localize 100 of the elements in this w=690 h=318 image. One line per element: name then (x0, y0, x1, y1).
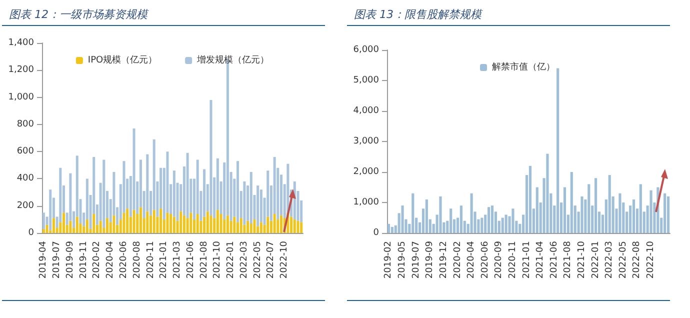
bar (460, 206, 462, 233)
x-tick-label: 2019-05 (398, 241, 408, 279)
x-tick-label: 2019-09 (65, 240, 76, 279)
bar (210, 215, 212, 233)
x-tick-label: 2021-10 (212, 240, 223, 279)
bar (233, 216, 236, 233)
y-tick-label: 200 (16, 200, 34, 211)
x-tick-label: 2019-07 (52, 241, 62, 279)
y-tick-label: 0 (373, 228, 380, 238)
x-tick-label: 2020-11 (146, 241, 156, 279)
bar (180, 211, 182, 233)
bar (46, 224, 48, 233)
y-tick-label: 4,000 (353, 106, 380, 116)
x-tick-label: 2021-01 (522, 241, 532, 279)
x-tick-label: 2020-04 (106, 240, 116, 279)
bar (618, 193, 622, 233)
bar (182, 215, 186, 233)
x-tick-label: 2020-06 (118, 240, 129, 279)
x-tick-label: 2021-10 (576, 240, 587, 279)
x-tick-label: 2021-06 (186, 240, 196, 279)
x-tick-label: 2021-01 (159, 241, 170, 279)
y-tick-label: 1,000 (8, 92, 34, 102)
bar (260, 190, 262, 222)
bar (401, 206, 404, 233)
x-tick-label: 2020-04 (466, 240, 477, 279)
bar (172, 170, 176, 217)
bar (42, 212, 45, 229)
x-tick-label: 2022-01 (226, 241, 236, 279)
x-tick-label: 2022-01 (590, 241, 601, 279)
bar (280, 215, 283, 233)
bar (556, 68, 560, 233)
y-tick-label: 3,000 (353, 136, 380, 146)
bar (42, 228, 45, 233)
x-tick-label: 2021-04 (536, 240, 546, 279)
bar (639, 184, 642, 233)
y-tick-label: 6,000 (353, 45, 380, 55)
bar (160, 208, 162, 233)
bar (172, 216, 176, 233)
y-tick-label: 5,000 (353, 76, 380, 86)
x-tick-label: 2022-03 (239, 241, 250, 279)
bar (296, 220, 300, 233)
x-tick-label: 2020-09 (494, 240, 504, 279)
bar (152, 210, 156, 233)
bar (300, 222, 303, 233)
x-tick-label: 2022-08 (632, 240, 642, 279)
bar (196, 214, 199, 233)
bar (216, 210, 219, 233)
bar (236, 161, 240, 222)
bar (76, 216, 78, 233)
legend-label: IPO规模（亿元） (88, 54, 158, 66)
bar (608, 175, 611, 233)
x-tick-label: 2021-08 (563, 240, 574, 279)
x-tick-label: 2022-05 (618, 241, 628, 279)
bar (512, 208, 514, 233)
x-tick-label: 2022-10 (646, 240, 656, 279)
bar (132, 210, 136, 233)
bar (425, 199, 428, 233)
bar (186, 152, 189, 218)
chart-title: 图表 13：限售股解禁规模 (354, 8, 484, 21)
bar (390, 226, 394, 233)
x-tick-label: 2020-11 (508, 241, 518, 279)
bar (260, 222, 262, 233)
bar (293, 219, 296, 233)
bar (62, 212, 66, 233)
bar (106, 218, 109, 233)
bar (220, 214, 222, 233)
bar (69, 220, 72, 233)
legend-label: 解禁市值（亿） (492, 62, 555, 72)
bar (387, 224, 390, 233)
bar (112, 215, 116, 233)
x-tick-label: 2020-02 (92, 241, 102, 279)
bar (501, 218, 504, 233)
bar (594, 178, 598, 233)
bar (664, 193, 666, 233)
x-tick-label: 2019-02 (384, 241, 394, 279)
legend-label: 增发规模（亿元） (196, 54, 270, 66)
bar (563, 187, 566, 233)
bar (122, 212, 126, 233)
chart-title: 图表 12：一级市场募资规模 (9, 8, 150, 21)
x-tick-label: 2019-09 (425, 240, 436, 279)
bar (570, 172, 573, 233)
bar (99, 220, 102, 233)
y-tick-label: 1,200 (8, 65, 34, 76)
bar (666, 196, 670, 233)
bar (210, 100, 212, 216)
y-tick-label: 400 (16, 174, 34, 184)
bar (166, 212, 169, 233)
x-tick-label: 2019-07 (411, 241, 422, 279)
x-tick-label: 2022-07 (266, 241, 276, 279)
x-tick-label: 2021-03 (172, 241, 183, 279)
bar (146, 211, 149, 233)
bar (266, 216, 270, 233)
bar (126, 208, 129, 233)
bar (504, 214, 508, 233)
y-tick-label: 1,000 (353, 198, 380, 208)
bar (102, 160, 106, 228)
bar (650, 190, 652, 233)
bar (49, 190, 52, 230)
bar (546, 154, 549, 233)
bar (170, 214, 172, 233)
